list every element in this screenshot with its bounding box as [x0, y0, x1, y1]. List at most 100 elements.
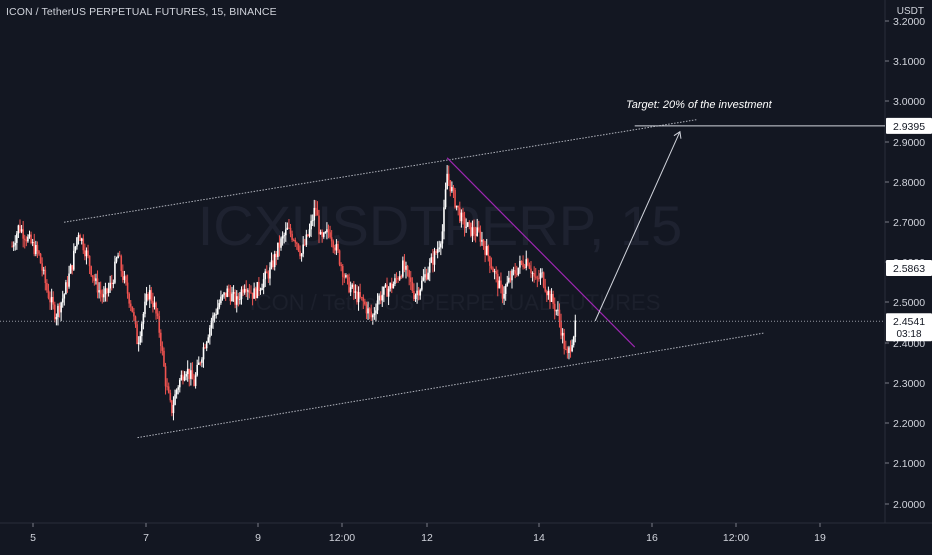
- candle-body: [305, 234, 308, 245]
- candle-body: [405, 265, 407, 270]
- candle-body: [272, 260, 274, 268]
- candle-body: [356, 291, 358, 303]
- candle-body: [112, 282, 115, 285]
- candle-body: [357, 291, 360, 303]
- candle-body: [376, 300, 379, 311]
- candle-body: [87, 250, 89, 256]
- candle-body: [482, 239, 485, 247]
- candle-body: [463, 217, 466, 228]
- target-arrow-line[interactable]: [594, 131, 681, 322]
- candle-body: [571, 345, 573, 352]
- candle-body: [368, 308, 371, 312]
- candle-body: [395, 278, 398, 280]
- candle-body: [182, 374, 184, 381]
- candle-body: [414, 295, 417, 300]
- candle-body: [402, 260, 404, 277]
- candle-body: [424, 274, 426, 278]
- candle-body: [300, 253, 303, 257]
- candle-body: [280, 238, 282, 248]
- time-tick-label: 7: [143, 532, 149, 544]
- candle-body: [512, 270, 515, 272]
- candle-body: [142, 313, 145, 324]
- candle-body: [269, 267, 271, 279]
- candle-body: [76, 237, 78, 247]
- candle-body: [196, 364, 198, 376]
- candle-body: [110, 282, 113, 285]
- candle-body: [104, 288, 107, 295]
- candle-body: [84, 250, 86, 257]
- target-price-label: 2.9395: [893, 121, 925, 133]
- candle-body: [23, 238, 26, 240]
- candle-body: [239, 299, 241, 300]
- candle-body: [397, 278, 399, 280]
- candle-body: [564, 348, 567, 350]
- candle-body: [477, 227, 480, 231]
- candle-body: [283, 235, 285, 237]
- candle-body: [452, 187, 455, 190]
- candle-body: [103, 294, 105, 298]
- candle-body: [338, 250, 341, 265]
- candle-body: [25, 239, 28, 242]
- candle-body: [322, 232, 325, 237]
- candle-body: [419, 289, 422, 296]
- candle-body: [417, 290, 420, 296]
- candle-body: [327, 229, 330, 233]
- candle-body: [371, 315, 374, 318]
- candle-body: [284, 229, 287, 236]
- candle-body: [250, 292, 252, 294]
- candle-body: [549, 291, 551, 302]
- candle-body: [226, 288, 229, 297]
- candle-body: [125, 276, 127, 283]
- candle-body: [558, 309, 561, 321]
- price-tick-label: 3.2000: [893, 16, 925, 28]
- candle-body: [98, 290, 100, 293]
- candle-body: [514, 270, 516, 274]
- candle-body: [568, 347, 570, 353]
- target-price-label-box: [886, 117, 932, 134]
- candle-body: [30, 234, 32, 244]
- candle-body: [47, 290, 50, 299]
- candle-body: [389, 283, 391, 289]
- candle-body: [332, 241, 335, 248]
- candle-body: [139, 336, 142, 343]
- candle-body: [79, 235, 81, 241]
- candle-body: [77, 235, 80, 238]
- candle-body: [503, 293, 505, 299]
- candle-body: [392, 283, 395, 289]
- candle-body: [223, 292, 225, 296]
- channel-lower-line[interactable]: [137, 332, 765, 439]
- candle-body: [552, 294, 554, 304]
- candle-body: [141, 323, 143, 337]
- candle-body: [531, 273, 534, 274]
- candle-body: [346, 275, 349, 278]
- downtrend-line[interactable]: [446, 157, 636, 348]
- candle-body: [430, 257, 433, 263]
- channel-upper-line[interactable]: [63, 119, 697, 223]
- candle-body: [137, 342, 140, 345]
- candle-body: [416, 290, 418, 296]
- candle-body: [129, 303, 132, 307]
- candle-body: [365, 304, 368, 314]
- candle-body: [218, 303, 221, 308]
- price-tick-label: 2.2000: [893, 418, 925, 430]
- candle-body: [72, 250, 75, 270]
- candle-body: [147, 294, 149, 300]
- candle-body: [91, 275, 94, 278]
- candle-body: [144, 301, 146, 314]
- candle-body: [281, 236, 284, 239]
- price-tick-label: 2.3000: [893, 378, 925, 390]
- candle-body: [69, 265, 72, 274]
- candle-body: [319, 231, 322, 235]
- candle-body: [515, 273, 518, 275]
- candle-body: [506, 282, 509, 286]
- candle-body: [174, 394, 176, 405]
- candle-body: [501, 286, 504, 299]
- candle-body: [237, 296, 240, 300]
- countdown-label: 03:18: [896, 329, 921, 340]
- candle-body: [131, 306, 134, 313]
- candle-body: [572, 336, 575, 346]
- candle-body: [136, 324, 138, 345]
- candle-body: [489, 256, 491, 266]
